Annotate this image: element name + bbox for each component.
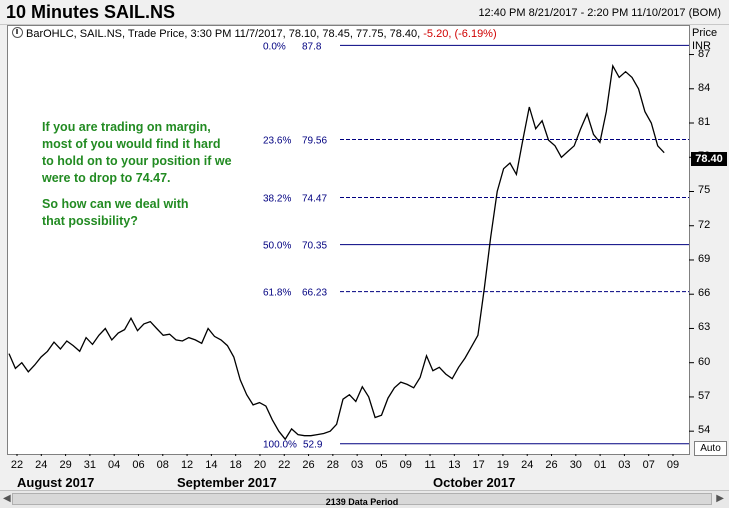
fib-pct-label: 50.0% bbox=[263, 241, 291, 252]
x-tick-label: 07 bbox=[642, 459, 655, 471]
x-tick-label: 18 bbox=[229, 459, 242, 471]
y-tick-label: 57 bbox=[698, 389, 711, 402]
x-tick-label: 19 bbox=[496, 459, 510, 471]
x-tick-label: 29 bbox=[59, 459, 72, 471]
x-tick-label: 26 bbox=[302, 459, 315, 471]
x-tick-label: 03 bbox=[351, 459, 364, 471]
x-tick-label: 08 bbox=[156, 459, 169, 471]
annotation-text-1: If you are trading on margin, most of yo… bbox=[42, 120, 232, 185]
y-tick-label: 69 bbox=[698, 252, 711, 265]
last-price-tag: 78.40 bbox=[691, 152, 727, 166]
y-axis-header: Price INR bbox=[692, 27, 717, 53]
fib-pct-label: 0.0% bbox=[263, 41, 286, 52]
fib-pct-label: 38.2% bbox=[263, 194, 291, 205]
y-tick-label: 81 bbox=[698, 116, 711, 128]
y-tick-label: 84 bbox=[698, 81, 711, 94]
scroll-right-icon[interactable]: ▶ bbox=[716, 493, 724, 504]
x-tick-label: 28 bbox=[326, 459, 339, 471]
chart-title: 10 Minutes SAIL.NS bbox=[6, 2, 176, 22]
fib-pct-label: 23.6% bbox=[263, 135, 291, 146]
y-tick-label: 66 bbox=[698, 287, 711, 300]
month-label: October 2017 bbox=[433, 475, 516, 490]
y-tick-label: 75 bbox=[698, 184, 711, 197]
horizontal-scrollbar[interactable]: ◀ 2139 Data Period ▶ bbox=[0, 490, 729, 508]
x-tick-label: 09 bbox=[399, 459, 412, 471]
x-tick-label: 30 bbox=[569, 459, 582, 471]
fib-value-label: 52.9 bbox=[303, 440, 323, 451]
y-tick-label: 54 bbox=[698, 424, 711, 437]
info-icon bbox=[12, 27, 23, 38]
x-tick-label: 04 bbox=[108, 459, 121, 471]
y-axis-price-label: Price bbox=[692, 27, 718, 39]
y-tick-label: 87 bbox=[698, 47, 711, 60]
fib-value-label: 70.35 bbox=[302, 241, 327, 252]
x-tick-label: 22 bbox=[278, 459, 291, 471]
x-tick-label: 13 bbox=[448, 459, 461, 471]
scroll-left-icon[interactable]: ◀ bbox=[3, 493, 11, 504]
x-tick-label: 14 bbox=[205, 459, 218, 471]
ohlc-change: -5.20, (-6.19%) bbox=[423, 28, 497, 40]
y-tick-label: 72 bbox=[698, 218, 711, 231]
x-tick-label: 12 bbox=[180, 459, 194, 471]
y-tick-label: 60 bbox=[698, 355, 711, 368]
month-label: September 2017 bbox=[177, 475, 277, 490]
fib-pct-label: 61.8% bbox=[263, 288, 291, 299]
x-tick-label: 26 bbox=[545, 459, 558, 471]
fib-pct-label: 100.0% bbox=[263, 440, 297, 451]
x-tick-label: 03 bbox=[618, 459, 631, 471]
plot-area[interactable] bbox=[7, 25, 690, 455]
scroll-thumb[interactable]: 2139 Data Period bbox=[12, 493, 712, 507]
fib-value-label: 79.56 bbox=[302, 135, 327, 146]
x-tick-label: 22 bbox=[10, 459, 24, 471]
fib-value-label: 74.47 bbox=[302, 194, 327, 205]
x-tick-label: 24 bbox=[521, 459, 534, 471]
fib-value-label: 87.8 bbox=[302, 41, 322, 52]
y-axis-unit-label: INR bbox=[692, 40, 711, 52]
scroll-label: 2139 Data Period bbox=[325, 497, 399, 507]
annotation-text-2: So how can we deal with that possibility… bbox=[42, 197, 189, 228]
x-tick-label: 31 bbox=[83, 459, 96, 471]
x-tick-label: 06 bbox=[132, 459, 145, 471]
x-tick-label: 17 bbox=[472, 459, 485, 471]
auto-scale-button[interactable]: Auto bbox=[694, 441, 727, 456]
price-line bbox=[8, 63, 665, 441]
x-axis: 22 24 29 31 04 06 08 12 14 18 20 22 26 28 03 05 09 11 13 17… bbox=[0, 456, 729, 490]
x-tick-label: 24 bbox=[35, 459, 48, 471]
date-range: 12:40 PM 8/21/2017 - 2:20 PM 11/10/2017 … bbox=[478, 7, 721, 19]
fib-value-label: 66.23 bbox=[302, 288, 327, 299]
month-label: August 2017 bbox=[17, 475, 95, 490]
title-bar: 10 Minutes SAIL.NS 12:40 PM 8/21/2017 - … bbox=[0, 0, 729, 25]
x-tick-label: 09 bbox=[666, 459, 680, 471]
ohlc-text: BarOHLC, SAIL.NS, Trade Price, 3:30 PM 1… bbox=[26, 28, 421, 40]
x-tick-label: 01 bbox=[593, 459, 607, 471]
ohlc-info: BarOHLC, SAIL.NS, Trade Price, 3:30 PM 1… bbox=[12, 27, 497, 40]
x-tick-label: 20 bbox=[253, 459, 267, 471]
x-tick-label: 05 bbox=[375, 459, 388, 471]
y-tick-label: 63 bbox=[698, 321, 711, 334]
x-tick-label: 11 bbox=[424, 459, 436, 471]
